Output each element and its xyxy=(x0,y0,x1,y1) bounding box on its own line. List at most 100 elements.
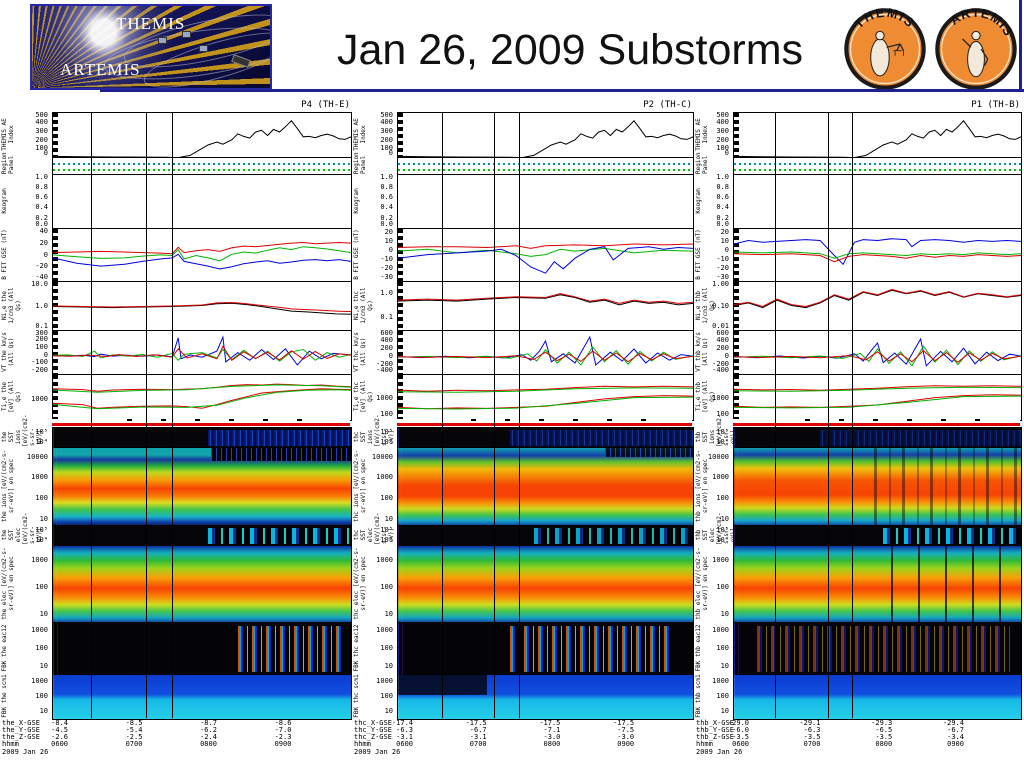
axis-tick-label: 400 xyxy=(380,336,393,344)
axis-tick-label: 400 xyxy=(716,336,729,344)
axis-tick-label: 0.1 xyxy=(380,313,393,322)
axis-tick-label: 400 xyxy=(35,118,48,127)
p4-onset-line-2 xyxy=(145,112,147,718)
p4-bfield-panel xyxy=(52,228,352,283)
p4-fbk_eac-panel xyxy=(52,622,352,677)
banner-artemis-label: ARTEMIS xyxy=(60,60,141,79)
position-value: -3.5 xyxy=(875,733,893,741)
p4-bfield-plot xyxy=(53,241,351,270)
axis-tick-label: 100 xyxy=(380,692,393,700)
position-value: -3.5 xyxy=(732,733,749,741)
axis-tick-label: 1000 xyxy=(712,393,729,402)
p2-density-label: Ni,e thc 1/cm3 (All Qs) xyxy=(353,287,374,324)
axis-tick-label: 100 xyxy=(716,410,729,419)
axis-tick-label: 10⁴ xyxy=(35,536,48,544)
goddess-figure-icon xyxy=(962,30,989,78)
axis-tick-label: 10 xyxy=(720,237,729,246)
axis-tick-label: -400 xyxy=(712,366,729,374)
axis-tick-label: 1000 xyxy=(31,394,48,403)
axis-tick-label: 1000 xyxy=(376,393,393,402)
axis-tick-label: 0.6 xyxy=(380,193,393,202)
position-value: -7.1 xyxy=(543,726,561,734)
axis-tick-label: 100 xyxy=(380,410,393,419)
axis-tick-label: 0.8 xyxy=(380,182,393,191)
p4-sst_elec-panel xyxy=(52,525,352,547)
p2-onset-line-1 xyxy=(442,112,444,718)
header-divider-rule xyxy=(100,89,1024,92)
axis-tick-label: 10 xyxy=(384,514,393,523)
p4-region-label: Region Panel xyxy=(1,152,15,174)
axis-tick-label: 500 xyxy=(380,111,393,119)
p1-bottom-row-label: hhmm xyxy=(696,740,713,748)
p4-temp-series-Te hi xyxy=(53,384,351,393)
p4-sst_ions-panel xyxy=(52,427,352,449)
axis-tick-label: 200 xyxy=(380,135,393,144)
p1-velocity-plot xyxy=(734,337,1021,367)
p4-bottom-row-label: hhmm xyxy=(2,740,19,748)
axis-tick-label: 500 xyxy=(35,111,48,119)
themis-artemis-banner: THEMIS ARTEMIS xyxy=(30,4,272,90)
axis-tick-label: 100 xyxy=(35,644,48,652)
axis-tick-label: 200 xyxy=(716,344,729,352)
position-value: -6.3 xyxy=(396,726,413,734)
axis-tick-label: 100 xyxy=(380,494,393,503)
axis-tick-label: 0 xyxy=(43,350,48,359)
p4-esa_ions-panel xyxy=(52,447,352,527)
axis-tick-label: 10 xyxy=(39,610,48,619)
p1-temp-series-Te hi xyxy=(734,386,1021,392)
p4-density-plot xyxy=(53,301,351,315)
position-value: 0600 xyxy=(732,740,749,748)
axis-tick-label: 1000 xyxy=(712,676,729,685)
p2-temp-series-Te lo xyxy=(398,396,693,410)
axis-tick-label: 1000 xyxy=(376,556,393,565)
position-value: -5.4 xyxy=(125,726,143,734)
p2-fbk_eac-panel xyxy=(397,622,694,677)
position-value: -3.1 xyxy=(396,733,413,741)
p2-bfield-plot xyxy=(398,243,693,274)
satellite-icon xyxy=(198,45,208,53)
position-value: 0900 xyxy=(617,740,635,748)
position-value: -6.5 xyxy=(875,726,893,734)
axis-tick-label: 100 xyxy=(716,494,729,503)
header-right-rule xyxy=(1019,0,1022,92)
p1-temp-series-Ti hi xyxy=(734,385,1021,391)
p4-temp-panel xyxy=(52,374,352,421)
axis-tick-label: 10⁵ xyxy=(716,526,729,534)
p2-velocity-panel xyxy=(397,330,694,376)
axis-tick-label: 10⁴ xyxy=(716,536,729,544)
axis-tick-label: 40 xyxy=(39,227,48,235)
axis-tick-label: 300 xyxy=(35,329,48,337)
position-value: -29.3 xyxy=(871,719,893,727)
p2-esa_ions-panel xyxy=(397,447,694,527)
p2-sst_elec-panel xyxy=(397,525,694,547)
position-value: 0600 xyxy=(51,740,68,748)
p1-onset-line-2 xyxy=(827,112,829,718)
p2-onset-line-3 xyxy=(519,112,521,718)
p1-bfield-plot xyxy=(734,238,1021,266)
position-value: 0700 xyxy=(125,740,143,748)
position-value: -3.4 xyxy=(947,733,964,741)
p1-keogram-panel xyxy=(733,174,1022,230)
axis-tick-label: 0.0 xyxy=(380,220,393,228)
p2-velocity-plot xyxy=(398,335,693,366)
p2-temp-panel xyxy=(397,374,694,421)
p2-modebar-panel xyxy=(397,419,692,427)
axis-tick-label: 0 xyxy=(724,352,729,360)
page-title: Jan 26, 2009 Substorms xyxy=(336,26,804,74)
position-value: -17.5 xyxy=(539,719,561,727)
axis-tick-label: 10⁴ xyxy=(380,536,393,544)
axis-tick-label: 0 xyxy=(388,246,393,255)
axis-tick-label: 200 xyxy=(35,135,48,144)
p1-column-title: P1 (TH-B) xyxy=(971,100,1020,110)
axis-tick-label: 0.6 xyxy=(716,193,729,202)
axis-tick-label: 0.6 xyxy=(35,193,48,202)
p1-bfield-series-Bx xyxy=(734,238,1021,266)
p2-velocity-series-Vy xyxy=(398,346,693,366)
axis-tick-label: 0 xyxy=(388,149,393,157)
satellite-icon xyxy=(181,30,191,38)
p2-density-series-Ni xyxy=(398,294,693,306)
position-value: -3.0 xyxy=(617,733,635,741)
axis-tick-label: 1000 xyxy=(376,676,393,685)
axis-tick-label: 100 xyxy=(35,494,48,503)
